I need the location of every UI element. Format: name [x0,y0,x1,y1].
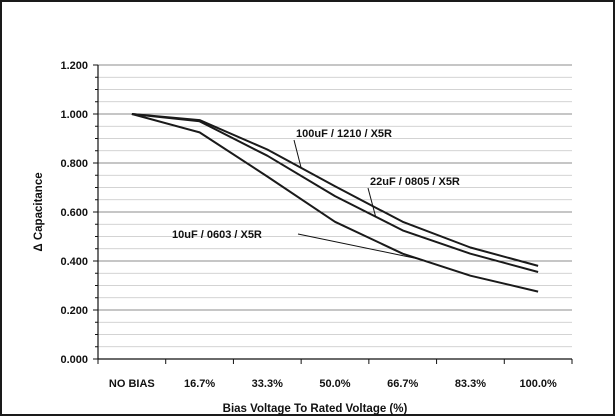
x-tick-label: 83.3% [455,378,486,390]
x-tick-label: NO BIAS [109,378,155,390]
y-tick-label: 1.000 [60,109,88,121]
y-tick-label: 0.200 [60,305,88,317]
x-tick-label: 33.3% [252,378,283,390]
series-10uf-0603-leader [297,233,420,260]
y-tick-labels: 0.000 0.200 0.400 0.600 0.800 1.000 1.200 [60,60,88,366]
gridlines [98,64,572,348]
series-10uf-0603-line [131,113,539,293]
series-10uf-0603-label: 10uF / 0603 / X5R [172,229,262,241]
y-tick-label: 0.000 [60,354,88,366]
series-100uf-1210-line [131,113,539,267]
series-22uf-0805-label: 22uF / 0805 / X5R [370,176,460,188]
y-tick-label: 0.600 [60,207,88,219]
series-100uf-1210-label: 100uF / 1210 / X5R [296,128,392,140]
x-axis-title: Bias Voltage To Rated Voltage (%) [223,403,408,415]
x-tick-label: 50.0% [319,378,350,390]
y-tick-label: 0.400 [60,256,88,268]
x-tick-label: 100.0% [519,378,557,390]
series-22uf-0805-line [131,113,539,273]
x-tick-label: 66.7% [387,378,418,390]
x-tick-labels: NO BIAS 16.7% 33.3% 50.0% 66.7% 83.3% 100.0% [109,378,557,390]
series-lines [131,113,539,293]
series-100uf-1210-leader [293,139,302,169]
y-tick-label: 0.800 [60,158,88,170]
series-annotations: 100uF / 1210 / X5R 22uF / 0805 / X5R 10uF … [172,128,460,260]
series-22uf-0805-leader [367,187,377,217]
axes [93,64,573,364]
x-tick-label: 16.7% [184,378,215,390]
y-tick-label: 1.200 [60,60,88,72]
y-axis-title: Δ Capacitance [33,172,45,251]
